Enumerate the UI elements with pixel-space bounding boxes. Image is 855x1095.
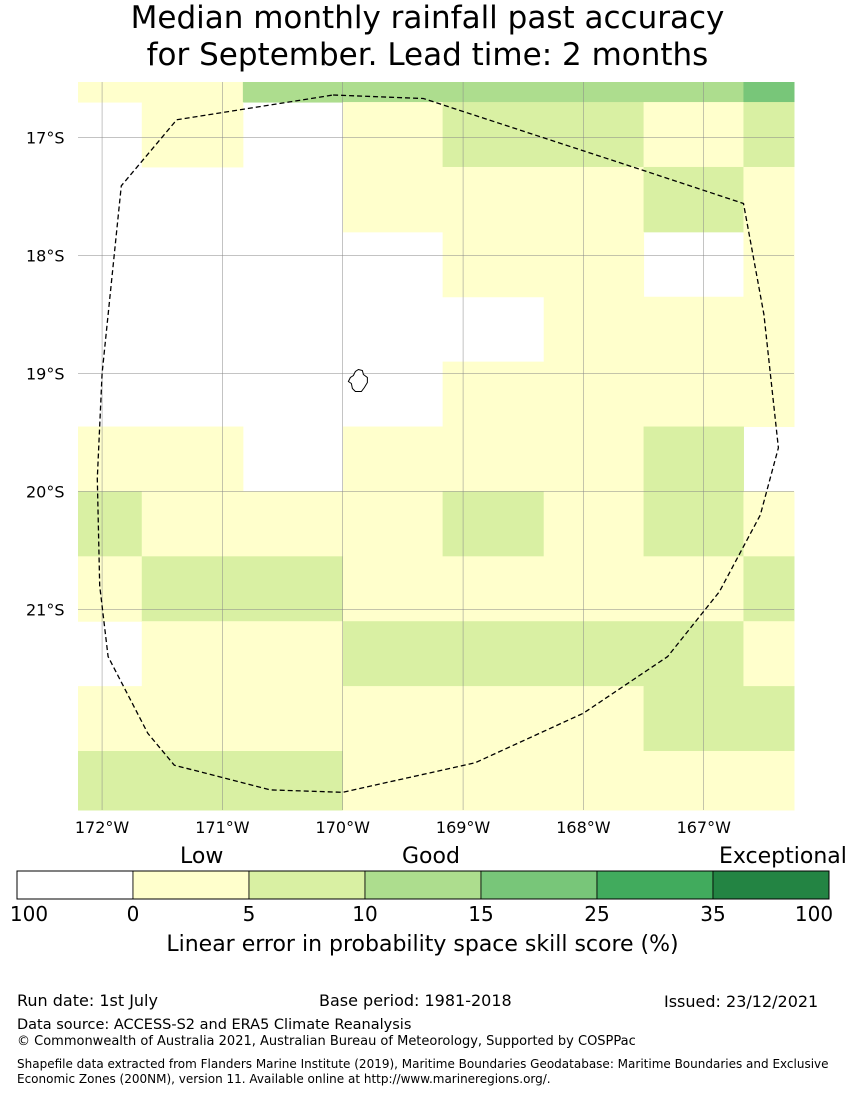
skill-cells bbox=[78, 82, 795, 811]
skill-cell bbox=[743, 621, 795, 687]
colorbar-category-low: Low bbox=[180, 844, 224, 869]
skill-cell bbox=[141, 102, 244, 168]
lon-tick-label: 170°W bbox=[316, 818, 371, 837]
colorbar-bin bbox=[364, 870, 482, 900]
skill-cell bbox=[643, 102, 744, 168]
skill-cell bbox=[643, 491, 744, 557]
colorbar-tick-label: 100 bbox=[9, 902, 49, 926]
colorbar-category-exceptional: Exceptional bbox=[719, 844, 847, 869]
skill-cell bbox=[743, 491, 795, 557]
lon-tick-label: 167°W bbox=[677, 818, 732, 837]
skill-cell bbox=[342, 166, 645, 233]
issued-date: Issued: 23/12/2021 bbox=[664, 992, 819, 1011]
colorbar-bin bbox=[712, 870, 830, 900]
map-title-line2: for September. Lead time: 2 months bbox=[146, 37, 709, 73]
data-source: Data source: ACCESS-S2 and ERA5 Climate … bbox=[17, 1017, 412, 1033]
skill-cell bbox=[543, 491, 645, 557]
colorbar-category-good: Good bbox=[402, 844, 460, 869]
skill-cell bbox=[442, 491, 545, 557]
skill-cell bbox=[141, 491, 444, 557]
eez-boundary bbox=[96, 94, 780, 793]
skill-cell bbox=[342, 621, 744, 687]
shapefile-credit: Shapefile data extracted from Flanders M… bbox=[17, 1057, 829, 1086]
skill-cell bbox=[78, 82, 244, 103]
skill-cell bbox=[743, 102, 795, 168]
graticule bbox=[78, 82, 794, 810]
colorbar-tick-label: 0 bbox=[126, 902, 140, 926]
skill-cell bbox=[342, 102, 444, 168]
skill-cell bbox=[242, 82, 744, 103]
skill-cell bbox=[342, 686, 645, 752]
lat-tick-label: 17°S bbox=[26, 128, 65, 147]
skill-cell bbox=[78, 686, 344, 752]
skill-cell bbox=[78, 426, 244, 492]
colorbar-tick-label: 10 bbox=[352, 902, 378, 926]
skill-cell bbox=[78, 751, 344, 811]
map-title-line1: Median monthly rainfall past accuracy bbox=[130, 0, 725, 36]
skill-cell bbox=[743, 231, 795, 298]
colorbar-tick-label: 5 bbox=[242, 902, 256, 926]
colorbar-tick-label: 35 bbox=[700, 902, 726, 926]
skill-cell bbox=[543, 296, 795, 363]
colorbar-bin bbox=[132, 870, 250, 900]
colorbar-bin bbox=[596, 870, 714, 900]
skill-cell bbox=[78, 491, 143, 557]
colorbar bbox=[16, 870, 830, 900]
skill-cell bbox=[743, 556, 795, 622]
colorbar-bin bbox=[248, 870, 366, 900]
colorbar-bin bbox=[480, 870, 598, 900]
skill-cell bbox=[442, 102, 645, 168]
copyright: © Commonwealth of Australia 2021, Austra… bbox=[17, 1034, 636, 1049]
run-date: Run date: 1st July bbox=[17, 991, 158, 1010]
lat-tick-label: 21°S bbox=[26, 600, 65, 619]
skill-cell bbox=[743, 82, 795, 103]
skill-cell bbox=[442, 361, 795, 428]
map-title: Median monthly rainfall past accuracy fo… bbox=[0, 0, 855, 74]
niue-island-outline bbox=[347, 368, 368, 393]
skill-cell bbox=[78, 556, 143, 622]
colorbar-tick-label: 15 bbox=[468, 902, 494, 926]
skill-cell bbox=[442, 231, 645, 298]
lat-tick-label: 19°S bbox=[26, 364, 65, 383]
colorbar-bin bbox=[16, 870, 134, 900]
skill-cell bbox=[342, 556, 744, 622]
skill-cell bbox=[342, 751, 795, 811]
base-period: Base period: 1981-2018 bbox=[319, 991, 512, 1010]
skill-cell bbox=[141, 556, 344, 622]
lon-tick-label: 171°W bbox=[195, 818, 250, 837]
skill-cell bbox=[643, 426, 744, 492]
lon-tick-label: 169°W bbox=[436, 818, 491, 837]
skill-cell bbox=[643, 686, 795, 752]
colorbar-tick-label: 25 bbox=[584, 902, 610, 926]
skill-cell bbox=[141, 621, 344, 687]
lat-tick-label: 18°S bbox=[26, 246, 65, 265]
axis-ticks: 172°W 171°W 170°W 169°W 168°W 167°W 17°S 18°S 19… bbox=[26, 128, 731, 837]
lon-tick-label: 168°W bbox=[556, 818, 611, 837]
skill-cell bbox=[643, 166, 744, 233]
lon-tick-label: 172°W bbox=[75, 818, 130, 837]
colorbar-frame bbox=[16, 870, 830, 900]
skill-cell bbox=[743, 166, 795, 233]
colorbar-tick-label: 100 bbox=[794, 902, 834, 926]
skill-cell bbox=[342, 426, 645, 492]
colorbar-title: Linear error in probability space skill … bbox=[166, 932, 679, 957]
lat-tick-label: 20°S bbox=[26, 482, 65, 501]
